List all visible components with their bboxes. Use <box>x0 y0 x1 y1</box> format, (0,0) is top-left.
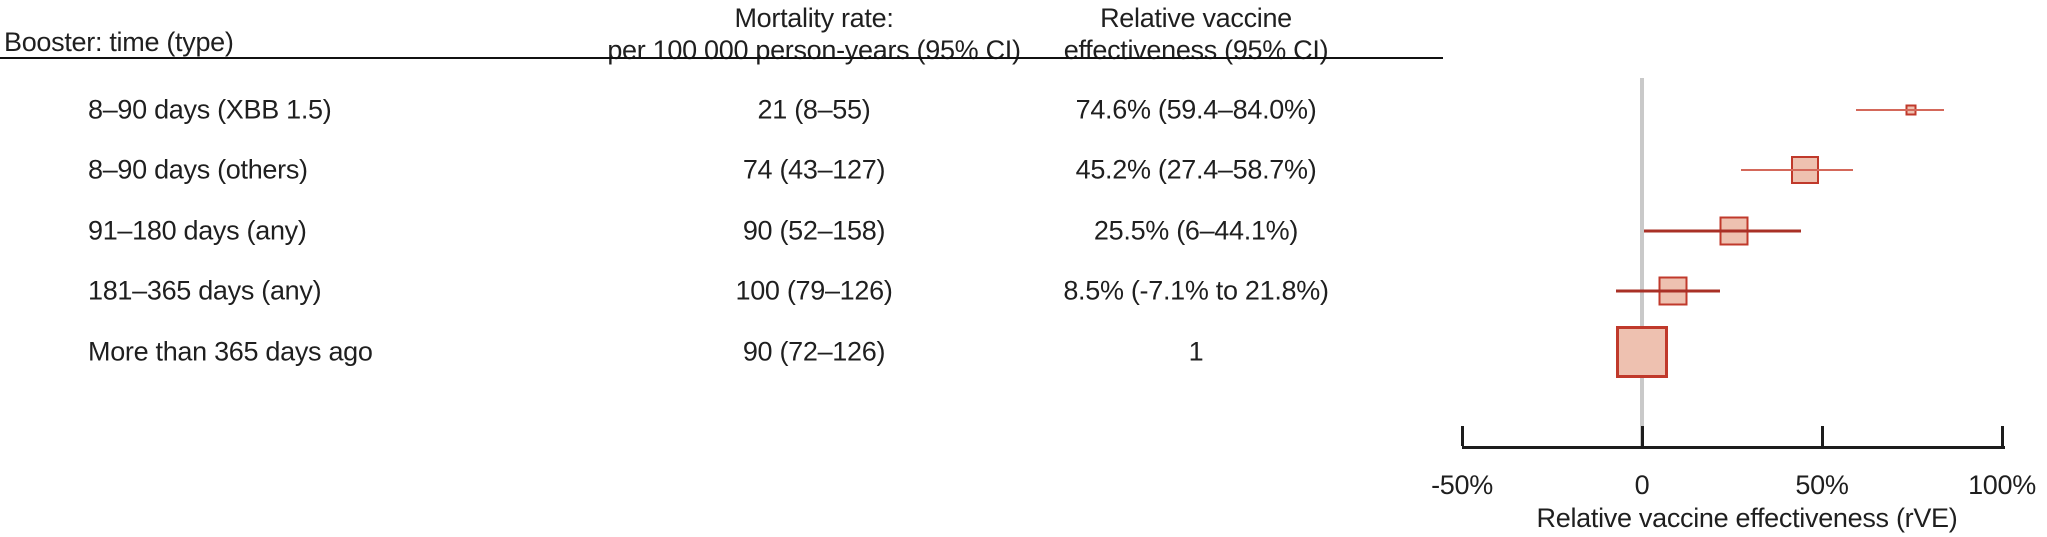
cell-rve-value: 45.2% (27.4–58.7%) <box>1075 154 1317 185</box>
forest-marker <box>1616 325 1668 378</box>
row-booster-label: 8–90 days (others) <box>88 154 308 185</box>
cell-rve-value: 1 <box>1188 336 1204 367</box>
cell-mortality-rate: 21 (8–55) <box>757 94 871 125</box>
cell-mortality-rate: 90 (72–126) <box>742 336 886 367</box>
x-axis-line <box>1462 446 2005 449</box>
x-axis-title: Relative vaccine effectiveness (rVE) <box>1536 503 1958 533</box>
table-header-rve-line1: Relative vaccine <box>1100 3 1292 33</box>
x-axis-tick <box>1460 426 1464 446</box>
x-axis-tick <box>1820 426 1824 446</box>
cell-mortality-rate: 74 (43–127) <box>742 154 886 185</box>
row-booster-label: More than 365 days ago <box>88 336 373 367</box>
table-header-mortality-line2: per 100 000 person-years (95% CI) <box>607 35 1021 65</box>
x-axis-tick-label: 0 <box>1634 470 1650 500</box>
cell-rve-value: 25.5% (6–44.1%) <box>1093 215 1299 246</box>
table-header-mortality-line1: Mortality rate: <box>734 3 894 33</box>
x-axis-tick-label: -50% <box>1431 470 1493 500</box>
cell-rve-value: 8.5% (-7.1% to 21.8%) <box>1063 275 1329 306</box>
table-header-booster: Booster: time (type) <box>4 27 234 57</box>
cell-rve-value: 74.6% (59.4–84.0%) <box>1075 94 1317 125</box>
zero-reference-line <box>1640 78 1644 446</box>
table-header-rve-line2: effectiveness (95% CI) <box>1063 35 1329 65</box>
row-booster-label: 181–365 days (any) <box>88 275 322 306</box>
confidence-interval-line <box>1644 229 1801 233</box>
cell-mortality-rate: 90 (52–158) <box>742 215 886 246</box>
confidence-interval-line <box>1855 109 1945 111</box>
cell-mortality-rate: 100 (79–126) <box>735 275 893 306</box>
row-booster-label: 8–90 days (XBB 1.5) <box>88 94 332 125</box>
x-axis-tick-label: 50% <box>1795 470 1849 500</box>
confidence-interval-line <box>1616 289 1721 293</box>
header-rule <box>0 57 1443 59</box>
x-axis-tick <box>1640 426 1644 446</box>
x-axis-tick <box>2000 426 2004 446</box>
row-booster-label: 91–180 days (any) <box>88 215 307 246</box>
x-axis-tick-label: 100% <box>1968 470 2036 500</box>
confidence-interval-line <box>1740 169 1854 172</box>
